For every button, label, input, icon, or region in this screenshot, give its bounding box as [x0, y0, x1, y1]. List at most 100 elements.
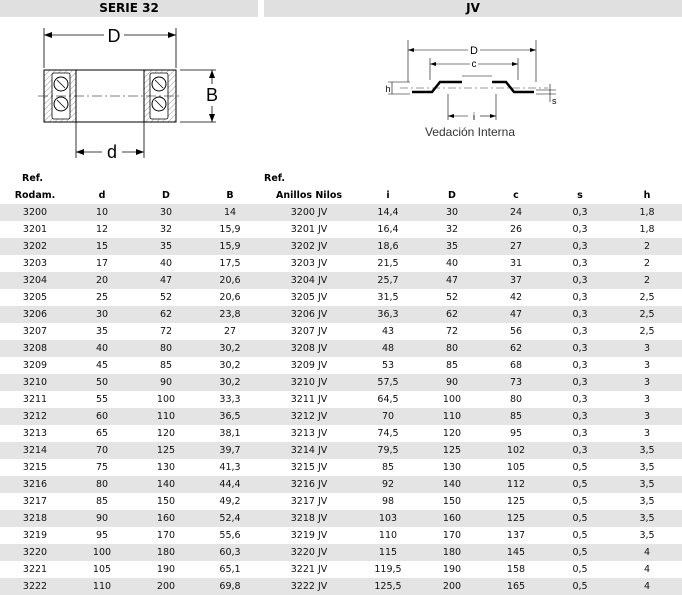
table-cell: 3208 JV [262, 340, 356, 357]
table-cell: 36,3 [356, 306, 420, 323]
table-cell: 102 [484, 442, 548, 459]
table-row: 3211 55 100 33,3 3211 JV 64,5 100 80 0,3 3 [0, 391, 682, 408]
table-cell: 3222 JV [262, 578, 356, 595]
table-cell: 27 [198, 323, 262, 340]
table-cell: 3,5 [612, 493, 682, 510]
label-ring-i: i [473, 112, 475, 123]
table-row: 3214 70 125 39,7 3214 JV 79,5 125 102 0,3 3,5 [0, 442, 682, 459]
table-cell: 110 [356, 527, 420, 544]
table-cell: 40 [134, 255, 198, 272]
table-cell: 3206 JV [262, 306, 356, 323]
table-cell: 3215 [0, 459, 70, 476]
table-cell: 20,6 [198, 289, 262, 306]
table-cell: 3206 [0, 306, 70, 323]
table-cell: 3203 JV [262, 255, 356, 272]
table-cell: 62 [134, 306, 198, 323]
table-cell: 2,5 [612, 323, 682, 340]
table-cell: 110 [420, 408, 484, 425]
table-cell: 3214 JV [262, 442, 356, 459]
table-cell: 45 [70, 357, 134, 374]
table-cell: 35 [134, 238, 198, 255]
title-bars: SERIE 32 JV [0, 0, 682, 17]
table-cell: 75 [70, 459, 134, 476]
table-cell: 80 [420, 340, 484, 357]
table-cell: 0,3 [548, 340, 612, 357]
table-cell: 62 [484, 340, 548, 357]
table-cell: 85 [70, 493, 134, 510]
table-cell: 44,4 [198, 476, 262, 493]
label-inner-diameter: d [107, 142, 117, 162]
table-row: 3207 35 72 27 3207 JV 43 72 56 0,3 2,5 [0, 323, 682, 340]
table-cell: 130 [134, 459, 198, 476]
table-row: 3210 50 90 30,2 3210 JV 57,5 90 73 0,3 3 [0, 374, 682, 391]
table-row: 3217 85 150 49,2 3217 JV 98 150 125 0,5 3,5 [0, 493, 682, 510]
table-cell: 60,3 [198, 544, 262, 561]
table-cell: 40 [420, 255, 484, 272]
table-cell: 24 [484, 204, 548, 221]
table-cell: 3205 [0, 289, 70, 306]
table-cell: 3,5 [612, 510, 682, 527]
table-cell: 3 [612, 340, 682, 357]
table-cell: 62 [420, 306, 484, 323]
table-row: 3220 100 180 60,3 3220 JV 115 180 145 0,5 4 [0, 544, 682, 561]
table-row: 3204 20 47 20,6 3204 JV 25,7 47 37 0,3 2 [0, 272, 682, 289]
table-cell: 72 [134, 323, 198, 340]
table-cell: 105 [70, 561, 134, 578]
table-cell: 31 [484, 255, 548, 272]
table-cell: 47 [420, 272, 484, 289]
table-cell: 200 [134, 578, 198, 595]
table-cell: 80 [70, 476, 134, 493]
table-row: 3200 10 30 14 3200 JV 14,4 30 24 0,3 1,8 [0, 204, 682, 221]
table-cell: 3207 [0, 323, 70, 340]
table-cell: 40 [70, 340, 134, 357]
table-cell: 3215 JV [262, 459, 356, 476]
table-cell: 0,3 [548, 391, 612, 408]
table-row: 3201 12 32 15,9 3201 JV 16,4 32 26 0,3 1,8 [0, 221, 682, 238]
table-row: 3215 75 130 41,3 3215 JV 85 130 105 0,5 3,5 [0, 459, 682, 476]
column-header: h [643, 190, 651, 201]
table-cell: 200 [420, 578, 484, 595]
table-cell: 180 [134, 544, 198, 561]
table-cell: 12 [70, 221, 134, 238]
table-cell: 1,8 [612, 204, 682, 221]
table-cell: 15,9 [198, 238, 262, 255]
table-cell: 115 [356, 544, 420, 561]
table-cell: 3 [612, 391, 682, 408]
table-cell: 3218 JV [262, 510, 356, 527]
table-cell: 35 [420, 238, 484, 255]
label-ring-c: c [472, 59, 477, 70]
header-ref-left: Ref. [22, 173, 43, 184]
table-cell: 160 [420, 510, 484, 527]
table-cell: 42 [484, 289, 548, 306]
table-cell: 3200 [0, 204, 70, 221]
table-cell: 20 [70, 272, 134, 289]
table-cell: 3,5 [612, 459, 682, 476]
table-cell: 0,3 [548, 221, 612, 238]
column-header: D [448, 190, 456, 201]
table-cell: 103 [356, 510, 420, 527]
table-row: 3216 80 140 44,4 3216 JV 92 140 112 0,5 3,5 [0, 476, 682, 493]
table-cell: 43 [356, 323, 420, 340]
table-cell: 23,8 [198, 306, 262, 323]
table-cell: 1,8 [612, 221, 682, 238]
table-cell: 49,2 [198, 493, 262, 510]
table-cell: 3211 JV [262, 391, 356, 408]
table-cell: 30,2 [198, 374, 262, 391]
header-row-ref: Ref. Ref. [0, 170, 682, 187]
table-row: 3221 105 190 65,1 3221 JV 119,5 190 158 0,5 4 [0, 561, 682, 578]
table-cell: 2 [612, 272, 682, 289]
table-cell: 145 [484, 544, 548, 561]
table-cell: 52,4 [198, 510, 262, 527]
table-cell: 3214 [0, 442, 70, 459]
table-cell: 110 [134, 408, 198, 425]
table-cell: 0,5 [548, 527, 612, 544]
table-cell: 37 [484, 272, 548, 289]
table-cell: 140 [134, 476, 198, 493]
table-cell: 3221 JV [262, 561, 356, 578]
table-cell: 47 [134, 272, 198, 289]
table-cell: 35 [70, 323, 134, 340]
table-cell: 3216 JV [262, 476, 356, 493]
table-cell: 3221 [0, 561, 70, 578]
